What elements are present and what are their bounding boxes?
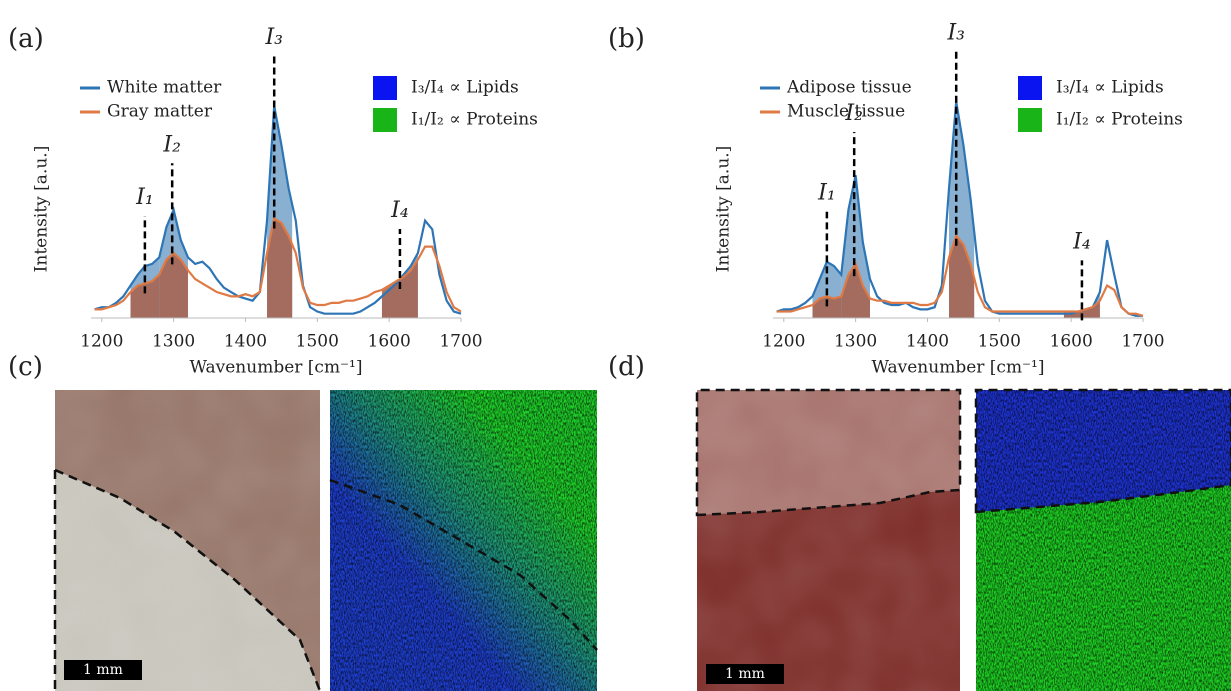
ratio-swatch xyxy=(1018,76,1042,100)
boundary xyxy=(974,388,1231,514)
x-tick-label: 1200 xyxy=(762,332,805,352)
panel-label: (b) xyxy=(608,24,645,54)
x-tick-label: 1600 xyxy=(368,332,411,352)
panel-label: (a) xyxy=(8,24,44,54)
annotation-label: I₂ xyxy=(844,101,863,126)
annotation-label: I₁ xyxy=(135,185,154,210)
y-axis-title: Intensity [a.u.] xyxy=(714,146,734,273)
photo-brain: 1 mm xyxy=(53,390,322,691)
scale-bar-label: 1 mm xyxy=(83,662,123,678)
raman-map-tissue xyxy=(974,388,1231,691)
scale-bar-label: 1 mm xyxy=(725,666,765,682)
band-area xyxy=(949,235,975,318)
ratio-label: I₃/I₄ ∝ Lipids xyxy=(1056,78,1164,98)
annotation-label: I₄ xyxy=(390,198,409,223)
x-tick-label: 1700 xyxy=(439,332,482,352)
x-tick-label: 1700 xyxy=(1121,332,1164,352)
x-axis-title: Wavenumber [cm⁻¹] xyxy=(872,358,1045,378)
scale-bar xyxy=(706,664,784,684)
photo-tissue: 1 mm xyxy=(695,388,962,691)
spectrum-line xyxy=(776,233,1144,317)
spectrum-line xyxy=(94,216,462,313)
chart: 1200 1300 1400 1500 1600 1700 Wavenumber [cm⁻¹… xyxy=(714,21,1183,378)
legend-label: Muscle tissue xyxy=(787,102,905,122)
band-area xyxy=(267,218,293,318)
band-area xyxy=(812,296,842,318)
legend-label: White matter xyxy=(107,78,222,98)
band-area xyxy=(130,274,160,318)
x-tick-label: 1500 xyxy=(296,332,339,352)
annotation-label: I₂ xyxy=(162,132,181,157)
raman-map-brain xyxy=(329,390,598,691)
ratio-swatch xyxy=(1018,108,1042,132)
legend-label: Gray matter xyxy=(107,102,213,122)
band-area xyxy=(159,253,188,318)
map-noise xyxy=(976,390,1231,691)
map-noise xyxy=(330,390,597,691)
ratio-swatch xyxy=(373,108,397,132)
legend-label: Adipose tissue xyxy=(786,78,912,98)
x-tick-label: 1300 xyxy=(834,332,877,352)
scale-bar xyxy=(64,660,142,680)
annotation-label: I₄ xyxy=(1072,229,1091,254)
ratio-label: I₁/I₂ ∝ Proteins xyxy=(411,110,538,130)
annotation-label: I₃ xyxy=(946,21,965,46)
x-tick-label: 1400 xyxy=(906,332,949,352)
x-tick-label: 1600 xyxy=(1050,332,1093,352)
boundary xyxy=(53,468,322,691)
x-tick-label: 1200 xyxy=(80,332,123,352)
y-axis-title: Intensity [a.u.] xyxy=(32,146,52,273)
annotation-label: I₁ xyxy=(817,181,836,206)
chart: 1200 1300 1400 1500 1600 1700 Wavenumber [cm⁻¹… xyxy=(32,25,538,378)
x-tick-label: 1300 xyxy=(152,332,195,352)
boundary xyxy=(695,388,962,517)
ratio-label: I₁/I₂ ∝ Proteins xyxy=(1056,110,1183,130)
photo-texture xyxy=(697,390,960,691)
x-tick-label: 1400 xyxy=(224,332,267,352)
boundary xyxy=(329,478,598,651)
annotation-label: I₃ xyxy=(264,25,283,50)
ratio-label: I₃/I₄ ∝ Lipids xyxy=(411,78,519,98)
panel-label: (d) xyxy=(608,352,645,382)
ratio-swatch xyxy=(373,76,397,100)
x-axis-title: Wavenumber [cm⁻¹] xyxy=(190,358,363,378)
panel-label: (c) xyxy=(8,352,43,382)
x-tick-label: 1500 xyxy=(978,332,1021,352)
